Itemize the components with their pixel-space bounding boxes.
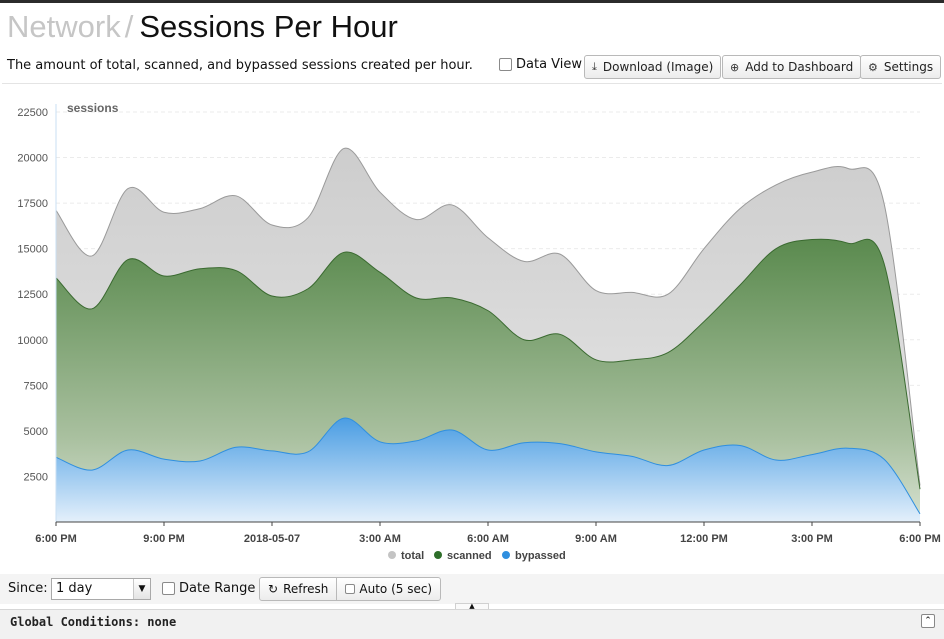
y-tick-label: 5000 xyxy=(24,426,48,438)
y-tick-label: 12500 xyxy=(17,289,48,301)
data-view-checkbox[interactable] xyxy=(499,58,512,71)
auto-refresh-toggle[interactable]: Auto (5 sec) xyxy=(336,578,440,600)
download-label: Download (Image) xyxy=(602,60,714,74)
page-description: The amount of total, scanned, and bypass… xyxy=(7,58,473,73)
data-view-label: Data View xyxy=(516,57,583,72)
sessions-area-chart: 2500 5000 7500 10000 12500 15000 17500 20000 225… xyxy=(17,101,941,562)
breadcrumb-separator: / xyxy=(124,9,134,44)
line-bypassed xyxy=(55,417,921,515)
since-select[interactable]: 1 day ▼ xyxy=(51,578,151,600)
refresh-icon: ↻ xyxy=(268,582,279,596)
breadcrumb-network[interactable]: Network xyxy=(7,9,121,44)
download-image-button[interactable]: ⤓ Download (Image) xyxy=(584,55,722,79)
refresh-button-group: ↻ Refresh Auto (5 sec) xyxy=(259,577,442,601)
refresh-button[interactable]: ↻ Refresh xyxy=(260,578,336,600)
y-tick-label: 10000 xyxy=(17,335,48,347)
line-scanned xyxy=(55,238,921,490)
resize-grip[interactable]: ▲ xyxy=(455,603,489,610)
date-range-toggle[interactable]: Date Range xyxy=(162,581,255,596)
x-tick-label: 9:00 AM xyxy=(575,533,617,545)
page-title-text: Sessions Per Hour xyxy=(139,9,398,44)
add-to-dashboard-button[interactable]: ⊕ Add to Dashboard xyxy=(722,55,862,79)
y-tick-label: 15000 xyxy=(17,244,48,256)
download-icon: ⤓ xyxy=(592,60,597,73)
y-tick-label: 2500 xyxy=(24,471,48,483)
x-tick-label: 9:00 PM xyxy=(143,533,185,545)
y-tick-label: 17500 xyxy=(17,198,48,210)
since-label: Since: xyxy=(8,581,48,596)
chart-panel: 2500 5000 7500 10000 12500 15000 17500 20000 225… xyxy=(2,83,942,573)
plus-circle-icon: ⊕ xyxy=(730,60,740,74)
auto-refresh-label: Auto (5 sec) xyxy=(359,582,433,596)
auto-refresh-checkbox[interactable] xyxy=(345,584,356,594)
legend-dot-scanned xyxy=(434,551,442,559)
legend-dot-total xyxy=(388,551,396,559)
chevron-down-icon[interactable]: ▼ xyxy=(133,579,150,599)
date-range-checkbox[interactable] xyxy=(162,582,175,595)
x-tick-label: 6:00 PM xyxy=(35,533,77,545)
legend-dot-bypassed xyxy=(502,551,510,559)
legend-label-bypassed: bypassed xyxy=(515,550,566,562)
y-tick-label: 7500 xyxy=(24,380,48,392)
line-total xyxy=(55,147,921,486)
x-tick-label: 3:00 AM xyxy=(359,533,401,545)
refresh-label: Refresh xyxy=(283,582,329,596)
x-tick-label: 6:00 PM xyxy=(899,533,941,545)
legend-label-scanned: scanned xyxy=(447,550,492,562)
legend-label-total: total xyxy=(401,550,424,562)
x-tick-label: 3:00 PM xyxy=(791,533,833,545)
x-tick-label: 6:00 AM xyxy=(467,533,509,545)
y-tick-label: 22500 xyxy=(17,107,48,119)
date-range-label: Date Range xyxy=(179,581,256,596)
since-value: 1 day xyxy=(56,581,93,596)
expand-icon[interactable]: ⌃ xyxy=(921,614,935,628)
y-axis-label: sessions xyxy=(67,101,119,115)
y-tick-label: 20000 xyxy=(17,153,48,165)
data-view-toggle[interactable]: Data View xyxy=(499,57,582,72)
add-dashboard-label: Add to Dashboard xyxy=(745,60,854,74)
global-conditions-bar xyxy=(0,609,944,639)
x-tick-label: 12:00 PM xyxy=(680,533,728,545)
top-border xyxy=(0,0,944,3)
page-title: Network / Sessions Per Hour xyxy=(7,9,398,45)
settings-button[interactable]: ⚙ Settings xyxy=(860,55,942,79)
x-tick-label: 2018-05-07 xyxy=(244,533,300,545)
settings-label: Settings xyxy=(883,60,934,74)
controls-bar xyxy=(0,574,944,604)
gear-icon: ⚙ xyxy=(868,60,878,74)
area-bypassed xyxy=(56,418,920,522)
global-conditions-label: Global Conditions: none xyxy=(10,615,177,629)
